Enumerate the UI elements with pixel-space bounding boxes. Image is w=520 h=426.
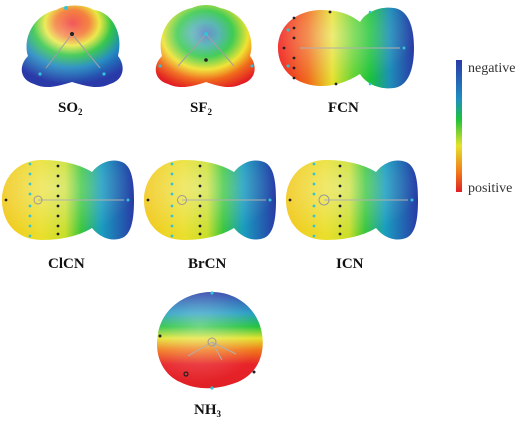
molecule-fcn: FCN xyxy=(278,7,414,116)
label-clcn: ClCN xyxy=(48,256,85,272)
molecule-clcn: ClCN xyxy=(2,160,134,272)
label-fcn: FCN xyxy=(328,100,359,116)
molecule-icn: ICN xyxy=(286,160,418,272)
icn-cyan-points xyxy=(312,162,316,238)
label-so2: SO2 xyxy=(58,100,83,117)
molecule-so2: SO2 xyxy=(21,5,123,117)
clcn-dark-points xyxy=(4,164,60,236)
label-brcn: BrCN xyxy=(188,256,226,272)
molecule-nh3: NH3 xyxy=(156,291,263,419)
brcn-cyan-points xyxy=(170,162,174,238)
molecule-sf2: SF2 xyxy=(155,5,255,117)
colorbar: negative positive xyxy=(456,60,515,196)
label-icn: ICN xyxy=(336,256,364,272)
label-sf2: SF2 xyxy=(190,100,213,117)
label-nh3: NH3 xyxy=(194,402,222,419)
icn-dark-points xyxy=(288,164,342,236)
molecule-brcn: BrCN xyxy=(144,160,276,272)
colorbar-gradient xyxy=(456,60,462,192)
brcn-dark-points xyxy=(146,164,202,236)
clcn-cyan-points xyxy=(28,162,32,238)
fcn-dark-points xyxy=(282,10,338,86)
colorbar-bottom-label: positive xyxy=(468,181,512,196)
colorbar-top-label: negative xyxy=(468,61,515,76)
